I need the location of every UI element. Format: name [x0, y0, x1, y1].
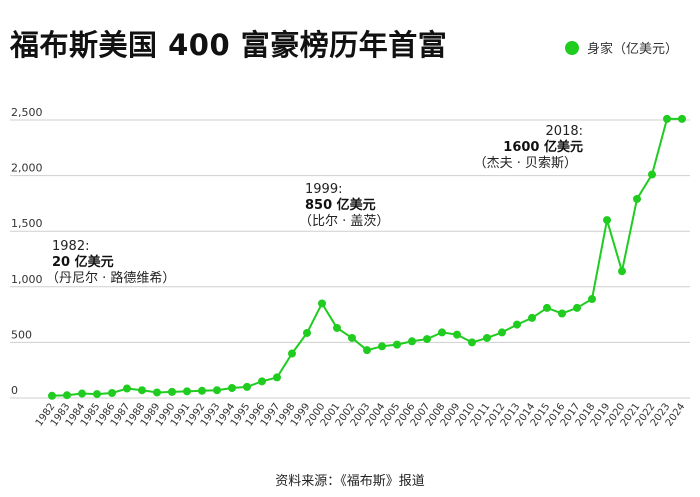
data-point — [78, 389, 86, 398]
source-note: 资料来源：《福布斯》报道 — [275, 474, 425, 489]
data-point — [123, 384, 131, 393]
data-point — [213, 386, 221, 395]
data-point — [573, 303, 581, 312]
data-point — [138, 386, 146, 395]
data-point — [93, 390, 101, 399]
data-point — [678, 114, 686, 123]
data-point — [588, 295, 596, 304]
data-point — [483, 333, 491, 342]
data-point — [183, 387, 191, 396]
annotation-year: 1982: — [52, 239, 89, 254]
data-point — [243, 382, 251, 391]
y-tick-label: 1,000 — [11, 273, 43, 286]
chart-title: 福布斯美国 400 富豪榜历年首富 — [10, 28, 448, 62]
y-tick-label: 2,000 — [11, 162, 43, 175]
legend: 身家（亿美元） — [564, 38, 678, 57]
data-point — [153, 388, 161, 397]
data-point — [273, 373, 281, 382]
data-point — [453, 330, 461, 339]
series-line — [51, 117, 682, 397]
data-point — [513, 320, 521, 329]
legend-marker — [564, 40, 579, 55]
annotation-value: 850 亿美元 — [305, 197, 376, 213]
data-point — [318, 299, 326, 308]
annotation-value: 1600 亿美元 — [503, 139, 583, 155]
annotation-name: （比尔 · 盖茨） — [299, 214, 389, 229]
data-point — [168, 387, 176, 396]
legend-label: 身家（亿美元） — [586, 42, 678, 57]
y-tick-label: 2,500 — [11, 106, 43, 119]
data-point — [108, 388, 116, 397]
y-tick-label: 1,500 — [11, 217, 43, 230]
y-tick-label: 0 — [11, 384, 18, 397]
y-tick-label: 500 — [11, 328, 32, 341]
data-point — [468, 338, 476, 347]
annotation-name: （杰夫 · 贝索斯） — [474, 156, 577, 171]
data-point — [543, 303, 551, 312]
data-point — [633, 194, 641, 203]
data-point — [603, 216, 611, 225]
data-point — [558, 309, 566, 318]
data-point — [288, 349, 296, 358]
data-point — [648, 170, 656, 179]
data-point — [378, 342, 386, 351]
data-point — [618, 267, 626, 276]
data-point — [333, 323, 341, 332]
annotation-name: （丹尼尔 · 路德维希） — [46, 270, 175, 286]
data-point — [438, 328, 446, 337]
data-point — [393, 340, 401, 349]
annotation-value: 20 亿美元 — [52, 254, 114, 270]
data-point — [528, 313, 536, 322]
data-point — [228, 383, 236, 392]
data-point — [363, 346, 371, 355]
data-point — [198, 386, 206, 395]
data-point — [48, 391, 56, 400]
data-point — [63, 391, 71, 400]
data-point — [408, 337, 416, 346]
data-point — [258, 377, 266, 386]
data-point — [663, 114, 671, 123]
annotation-year: 2018: — [546, 124, 583, 139]
data-point — [423, 335, 431, 344]
data-point — [348, 333, 356, 342]
data-point — [303, 328, 311, 337]
data-point — [498, 328, 506, 337]
annotation-year: 1999: — [305, 182, 342, 197]
